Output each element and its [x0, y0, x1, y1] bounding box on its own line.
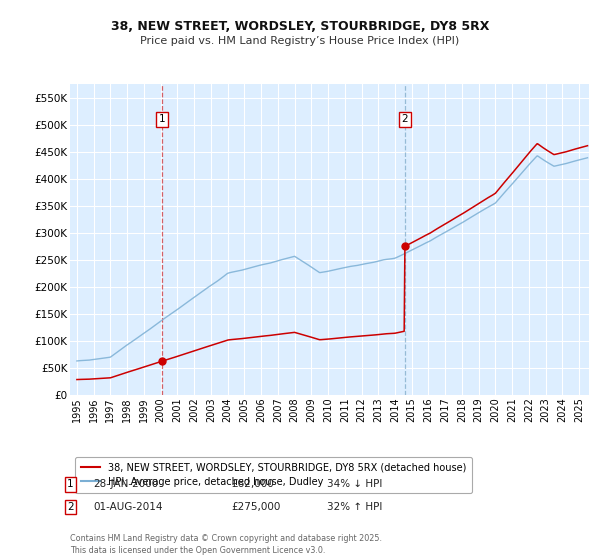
Text: 2: 2: [67, 502, 74, 512]
Text: 34% ↓ HPI: 34% ↓ HPI: [327, 479, 382, 489]
Legend: 38, NEW STREET, WORDSLEY, STOURBRIDGE, DY8 5RX (detached house), HPI: Average pr: 38, NEW STREET, WORDSLEY, STOURBRIDGE, D…: [75, 457, 472, 493]
Text: 01-AUG-2014: 01-AUG-2014: [93, 502, 163, 512]
Text: £275,000: £275,000: [231, 502, 280, 512]
Text: 28-JAN-2000: 28-JAN-2000: [93, 479, 158, 489]
Text: 1: 1: [158, 114, 165, 124]
Text: 1: 1: [67, 479, 74, 489]
Text: 32% ↑ HPI: 32% ↑ HPI: [327, 502, 382, 512]
Text: 2: 2: [401, 114, 408, 124]
Text: £62,000: £62,000: [231, 479, 274, 489]
Text: 38, NEW STREET, WORDSLEY, STOURBRIDGE, DY8 5RX: 38, NEW STREET, WORDSLEY, STOURBRIDGE, D…: [111, 20, 489, 32]
Text: Contains HM Land Registry data © Crown copyright and database right 2025.
This d: Contains HM Land Registry data © Crown c…: [70, 534, 382, 555]
Text: Price paid vs. HM Land Registry’s House Price Index (HPI): Price paid vs. HM Land Registry’s House …: [140, 36, 460, 46]
